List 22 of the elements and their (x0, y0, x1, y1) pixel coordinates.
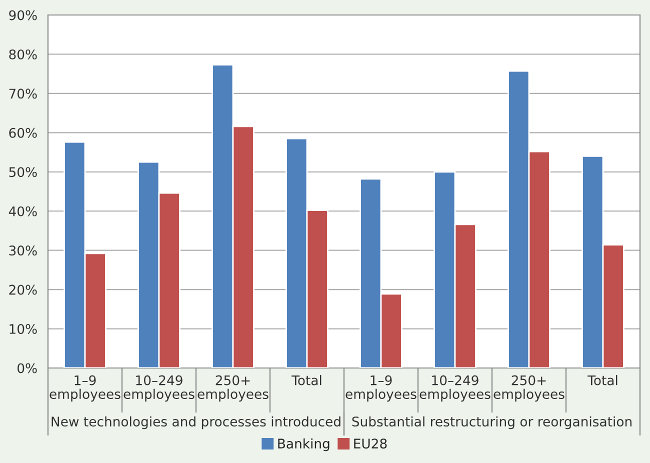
legend-label: Banking (278, 438, 330, 452)
text: Substantial restructuring or reorganisation (352, 416, 632, 430)
y-tick-label: 20% (9, 284, 37, 295)
x-tick-label: Total (588, 375, 618, 386)
y-tick-label: 40% (8, 206, 37, 216)
x-tick-label: 250+ employees (494, 375, 564, 402)
x-tick-label: 1–9 employees (346, 375, 416, 402)
x-tick-label: 1–9 employees (50, 375, 120, 402)
y-tick-label: 70% (9, 88, 37, 99)
x-tick-label: 10–249 employees (420, 375, 490, 402)
legend-label: EU28 (354, 438, 387, 449)
y-tick-label: 10% (10, 324, 37, 334)
x-tick-label: 250+ employees (198, 375, 268, 402)
y-tick-label: 50% (9, 167, 37, 178)
text: New technologies and processes introduced (52, 416, 340, 430)
y-tick-label: 90% (9, 10, 37, 20)
x-tick-label: Total (292, 375, 322, 386)
y-tick-label: 30% (9, 246, 37, 256)
x-tick-label: 10–249 employees (124, 375, 194, 402)
y-tick-label: 80% (9, 49, 37, 60)
y-tick-label: 60% (9, 128, 37, 138)
y-tick-label: 0% (18, 363, 37, 374)
